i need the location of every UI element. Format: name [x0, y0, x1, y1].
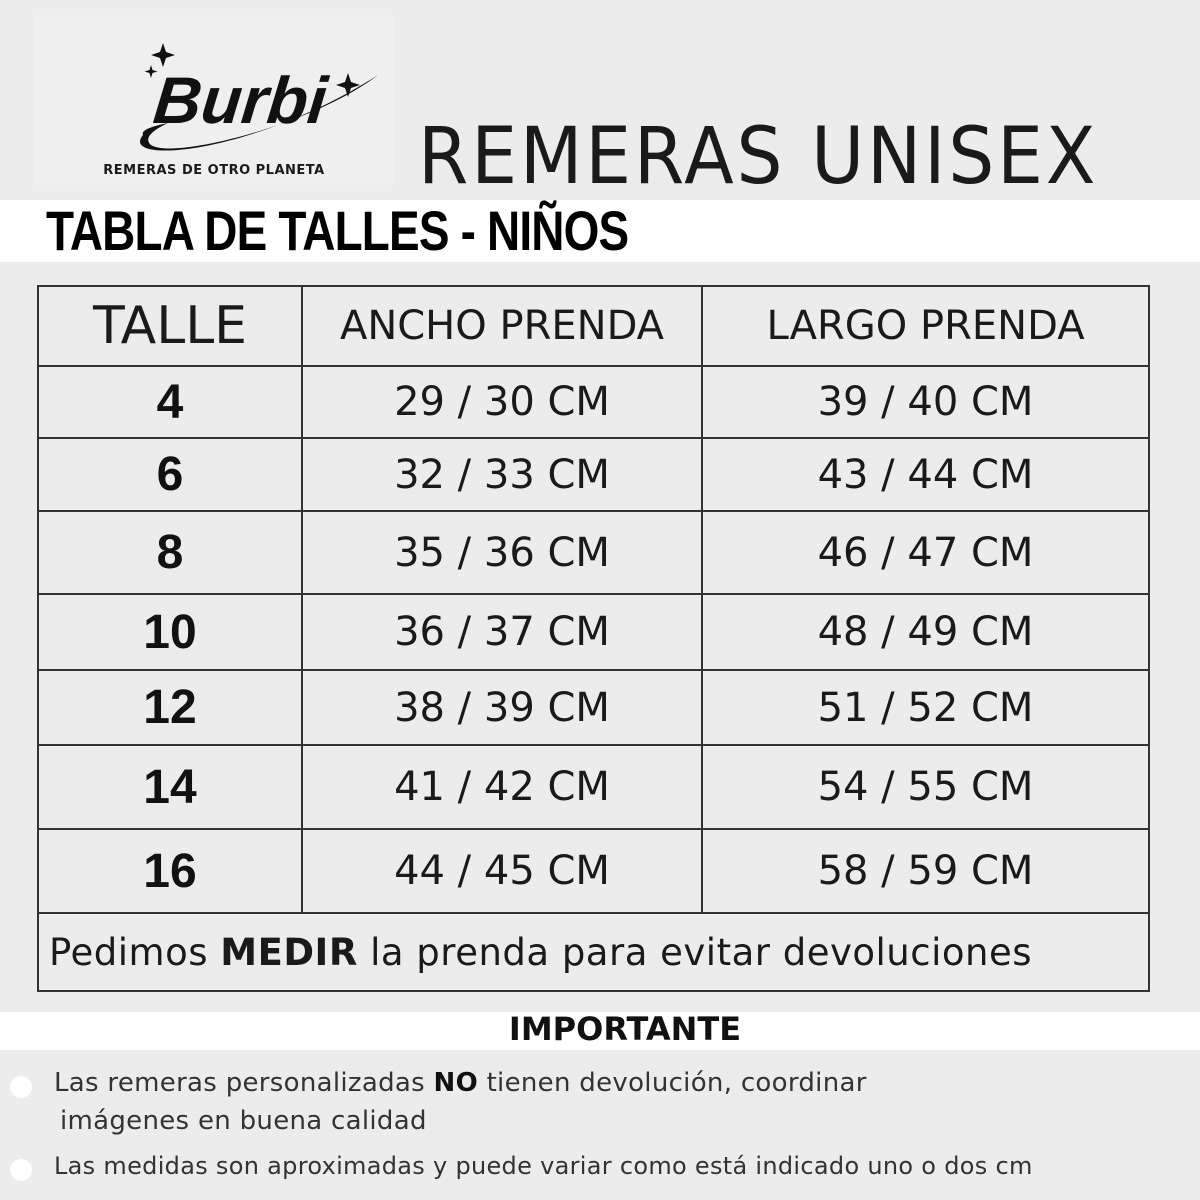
item-text-end: tienen devolución, coordinar: [478, 1068, 867, 1098]
brand-logo: Burbi REMERAS DE OTRO PLANETA: [33, 15, 395, 185]
measure-note: Pedimos MEDIR la prenda para evitar devo…: [37, 912, 1150, 992]
table-row: 14 41 / 42 CM 54 / 55 CM: [37, 744, 1150, 830]
ancho-cell: 36 / 37 CM: [301, 593, 703, 671]
talle-cell: 10: [37, 593, 303, 671]
important-heading: IMPORTANTE: [508, 1010, 742, 1048]
talle-cell: 12: [37, 669, 303, 746]
ancho-cell: 38 / 39 CM: [301, 669, 703, 746]
ancho-cell: 41 / 42 CM: [301, 744, 703, 830]
brand-tagline: REMERAS DE OTRO PLANETA: [103, 163, 325, 178]
largo-cell: 48 / 49 CM: [701, 593, 1150, 671]
table-row: 6 32 / 33 CM 43 / 44 CM: [37, 437, 1150, 512]
table-row: 12 38 / 39 CM 51 / 52 CM: [37, 669, 1150, 746]
largo-cell: 46 / 47 CM: [701, 510, 1150, 595]
largo-cell: 39 / 40 CM: [701, 365, 1150, 439]
burbi-logo-icon: Burbi: [139, 43, 378, 151]
ancho-cell: 44 / 45 CM: [301, 828, 703, 914]
table-row: 16 44 / 45 CM 58 / 59 CM: [37, 828, 1150, 914]
table-row: 10 36 / 37 CM 48 / 49 CM: [37, 593, 1150, 671]
note-bold: MEDIR: [220, 930, 358, 974]
page-title: REMERAS UNISEX: [418, 112, 1099, 202]
important-item-1: Las remeras personalizadas NO tienen dev…: [54, 1068, 867, 1098]
talle-cell: 6: [37, 437, 303, 512]
talle-cell: 4: [37, 365, 303, 439]
largo-cell: 43 / 44 CM: [701, 437, 1150, 512]
bullet-icon: [10, 1159, 32, 1181]
size-chart-title: TABLA DE TALLES - NIÑOS: [46, 199, 629, 262]
subtitle-band: [0, 200, 1200, 262]
note-text: Pedimos: [49, 930, 221, 974]
largo-cell: 58 / 59 CM: [701, 828, 1150, 914]
important-band: [0, 1012, 1200, 1050]
item-bold: NO: [433, 1068, 478, 1098]
ancho-cell: 35 / 36 CM: [301, 510, 703, 595]
svg-text:Burbi: Burbi: [150, 64, 332, 138]
bullet-icon: [10, 1076, 32, 1098]
note-text-end: la prenda para evitar devoluciones: [357, 930, 1032, 974]
table-row: 8 35 / 36 CM 46 / 47 CM: [37, 510, 1150, 595]
important-item-2: Las medidas son aproximadas y puede vari…: [54, 1152, 1033, 1180]
column-header-talle: TALLE: [37, 285, 303, 367]
column-header-largo: LARGO PRENDA: [701, 285, 1150, 367]
talle-cell: 16: [37, 828, 303, 914]
table-row: 4 29 / 30 CM 39 / 40 CM: [37, 365, 1150, 439]
table-note-row: Pedimos MEDIR la prenda para evitar devo…: [37, 912, 1150, 992]
largo-cell: 54 / 55 CM: [701, 744, 1150, 830]
ancho-cell: 32 / 33 CM: [301, 437, 703, 512]
table-header-row: TALLE ANCHO PRENDA LARGO PRENDA: [37, 285, 1150, 367]
largo-cell: 51 / 52 CM: [701, 669, 1150, 746]
important-item-1-line2: imágenes en buena calidad: [60, 1106, 427, 1136]
ancho-cell: 29 / 30 CM: [301, 365, 703, 439]
column-header-ancho: ANCHO PRENDA: [301, 285, 703, 367]
talle-cell: 8: [37, 510, 303, 595]
talle-cell: 14: [37, 744, 303, 830]
size-table: TALLE ANCHO PRENDA LARGO PRENDA 4 29 / 30…: [37, 285, 1150, 992]
item-text: Las remeras personalizadas: [54, 1068, 434, 1098]
